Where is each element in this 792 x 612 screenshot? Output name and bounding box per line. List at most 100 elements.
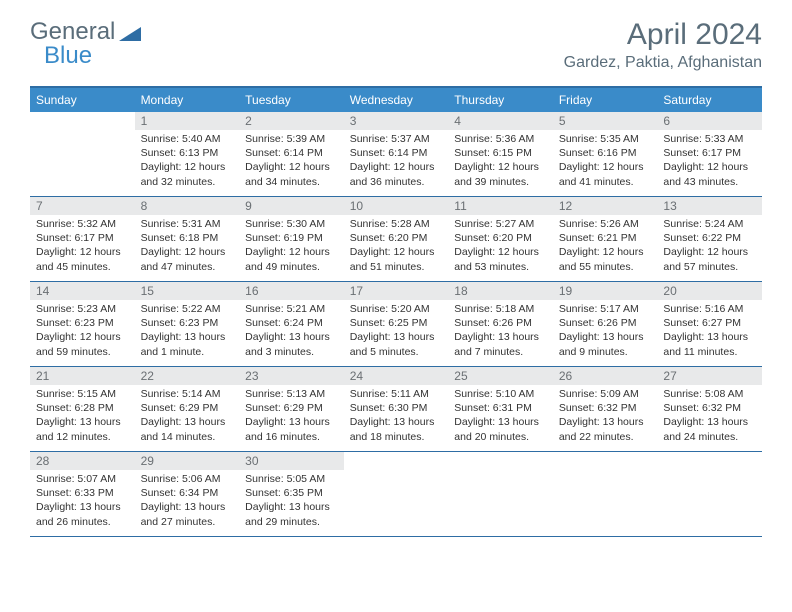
day-cell (344, 452, 449, 536)
sunset-text: Sunset: 6:29 PM (245, 401, 338, 415)
daylight-text: Daylight: 12 hours and 59 minutes. (36, 330, 129, 358)
sunset-text: Sunset: 6:35 PM (245, 486, 338, 500)
day-number: 26 (553, 367, 658, 385)
day-number: 28 (30, 452, 135, 470)
day-cell: 21Sunrise: 5:15 AMSunset: 6:28 PMDayligh… (30, 367, 135, 451)
sunrise-text: Sunrise: 5:36 AM (454, 132, 547, 146)
sunset-text: Sunset: 6:34 PM (141, 486, 234, 500)
daylight-text: Daylight: 12 hours and 32 minutes. (141, 160, 234, 188)
day-number: 8 (135, 197, 240, 215)
daylight-text: Daylight: 12 hours and 43 minutes. (663, 160, 756, 188)
sunset-text: Sunset: 6:30 PM (350, 401, 443, 415)
day-number: 19 (553, 282, 658, 300)
day-info: Sunrise: 5:23 AMSunset: 6:23 PMDaylight:… (30, 300, 135, 363)
location: Gardez, Paktia, Afghanistan (564, 54, 762, 72)
day-info: Sunrise: 5:35 AMSunset: 6:16 PMDaylight:… (553, 130, 658, 193)
sunrise-text: Sunrise: 5:17 AM (559, 302, 652, 316)
day-number: 14 (30, 282, 135, 300)
sunset-text: Sunset: 6:26 PM (559, 316, 652, 330)
daylight-text: Daylight: 13 hours and 18 minutes. (350, 415, 443, 443)
day-number: 21 (30, 367, 135, 385)
sunrise-text: Sunrise: 5:31 AM (141, 217, 234, 231)
day-cell: 27Sunrise: 5:08 AMSunset: 6:32 PMDayligh… (657, 367, 762, 451)
daylight-text: Daylight: 13 hours and 29 minutes. (245, 500, 338, 528)
day-cell: 28Sunrise: 5:07 AMSunset: 6:33 PMDayligh… (30, 452, 135, 536)
day-cell: 13Sunrise: 5:24 AMSunset: 6:22 PMDayligh… (657, 197, 762, 281)
sunset-text: Sunset: 6:26 PM (454, 316, 547, 330)
sunrise-text: Sunrise: 5:26 AM (559, 217, 652, 231)
day-number: 10 (344, 197, 449, 215)
sunrise-text: Sunrise: 5:23 AM (36, 302, 129, 316)
sunset-text: Sunset: 6:32 PM (663, 401, 756, 415)
day-cell: 8Sunrise: 5:31 AMSunset: 6:18 PMDaylight… (135, 197, 240, 281)
day-number: 9 (239, 197, 344, 215)
daylight-text: Daylight: 12 hours and 39 minutes. (454, 160, 547, 188)
day-info: Sunrise: 5:11 AMSunset: 6:30 PMDaylight:… (344, 385, 449, 448)
sunset-text: Sunset: 6:27 PM (663, 316, 756, 330)
sunrise-text: Sunrise: 5:11 AM (350, 387, 443, 401)
daylight-text: Daylight: 13 hours and 24 minutes. (663, 415, 756, 443)
week-row: 28Sunrise: 5:07 AMSunset: 6:33 PMDayligh… (30, 452, 762, 537)
page-title: April 2024 (564, 18, 762, 52)
daylight-text: Daylight: 13 hours and 20 minutes. (454, 415, 547, 443)
day-cell: 16Sunrise: 5:21 AMSunset: 6:24 PMDayligh… (239, 282, 344, 366)
day-number: 29 (135, 452, 240, 470)
sunrise-text: Sunrise: 5:37 AM (350, 132, 443, 146)
sunrise-text: Sunrise: 5:40 AM (141, 132, 234, 146)
day-number: 27 (657, 367, 762, 385)
sunrise-text: Sunrise: 5:06 AM (141, 472, 234, 486)
sunset-text: Sunset: 6:14 PM (245, 146, 338, 160)
day-info: Sunrise: 5:33 AMSunset: 6:17 PMDaylight:… (657, 130, 762, 193)
day-number: 20 (657, 282, 762, 300)
sunrise-text: Sunrise: 5:22 AM (141, 302, 234, 316)
day-info: Sunrise: 5:27 AMSunset: 6:20 PMDaylight:… (448, 215, 553, 278)
day-info: Sunrise: 5:28 AMSunset: 6:20 PMDaylight:… (344, 215, 449, 278)
day-cell: 3Sunrise: 5:37 AMSunset: 6:14 PMDaylight… (344, 112, 449, 196)
daylight-text: Daylight: 13 hours and 26 minutes. (36, 500, 129, 528)
sunrise-text: Sunrise: 5:28 AM (350, 217, 443, 231)
day-cell: 18Sunrise: 5:18 AMSunset: 6:26 PMDayligh… (448, 282, 553, 366)
daylight-text: Daylight: 12 hours and 49 minutes. (245, 245, 338, 273)
day-header: Monday (135, 88, 240, 112)
day-info: Sunrise: 5:36 AMSunset: 6:15 PMDaylight:… (448, 130, 553, 193)
day-cell: 22Sunrise: 5:14 AMSunset: 6:29 PMDayligh… (135, 367, 240, 451)
day-cell: 4Sunrise: 5:36 AMSunset: 6:15 PMDaylight… (448, 112, 553, 196)
day-number: 12 (553, 197, 658, 215)
daylight-text: Daylight: 12 hours and 36 minutes. (350, 160, 443, 188)
sunrise-text: Sunrise: 5:35 AM (559, 132, 652, 146)
sunrise-text: Sunrise: 5:18 AM (454, 302, 547, 316)
sunset-text: Sunset: 6:32 PM (559, 401, 652, 415)
sunset-text: Sunset: 6:17 PM (36, 231, 129, 245)
sunrise-text: Sunrise: 5:32 AM (36, 217, 129, 231)
day-cell: 1Sunrise: 5:40 AMSunset: 6:13 PMDaylight… (135, 112, 240, 196)
logo-text-blue: Blue (44, 42, 92, 70)
logo-line2: Blue (42, 42, 92, 70)
daylight-text: Daylight: 13 hours and 5 minutes. (350, 330, 443, 358)
sunset-text: Sunset: 6:28 PM (36, 401, 129, 415)
sunset-text: Sunset: 6:16 PM (559, 146, 652, 160)
day-header: Tuesday (239, 88, 344, 112)
daylight-text: Daylight: 12 hours and 55 minutes. (559, 245, 652, 273)
day-info: Sunrise: 5:10 AMSunset: 6:31 PMDaylight:… (448, 385, 553, 448)
daylight-text: Daylight: 13 hours and 11 minutes. (663, 330, 756, 358)
day-number: 7 (30, 197, 135, 215)
day-cell: 12Sunrise: 5:26 AMSunset: 6:21 PMDayligh… (553, 197, 658, 281)
sunrise-text: Sunrise: 5:30 AM (245, 217, 338, 231)
sunrise-text: Sunrise: 5:14 AM (141, 387, 234, 401)
day-info: Sunrise: 5:39 AMSunset: 6:14 PMDaylight:… (239, 130, 344, 193)
sunset-text: Sunset: 6:31 PM (454, 401, 547, 415)
day-cell: 11Sunrise: 5:27 AMSunset: 6:20 PMDayligh… (448, 197, 553, 281)
day-info: Sunrise: 5:26 AMSunset: 6:21 PMDaylight:… (553, 215, 658, 278)
day-info: Sunrise: 5:07 AMSunset: 6:33 PMDaylight:… (30, 470, 135, 533)
day-info: Sunrise: 5:14 AMSunset: 6:29 PMDaylight:… (135, 385, 240, 448)
day-info: Sunrise: 5:05 AMSunset: 6:35 PMDaylight:… (239, 470, 344, 533)
calendar: Sunday Monday Tuesday Wednesday Thursday… (30, 86, 762, 537)
day-info: Sunrise: 5:21 AMSunset: 6:24 PMDaylight:… (239, 300, 344, 363)
sunset-text: Sunset: 6:18 PM (141, 231, 234, 245)
day-number: 16 (239, 282, 344, 300)
day-cell: 2Sunrise: 5:39 AMSunset: 6:14 PMDaylight… (239, 112, 344, 196)
week-row: 7 Sunrise: 5:32 AMSunset: 6:17 PM Daylight… (30, 197, 762, 282)
sunrise-text: Sunrise: 5:33 AM (663, 132, 756, 146)
logo-triangle-icon (119, 23, 141, 41)
day-info: Sunrise: 5:18 AMSunset: 6:26 PMDaylight:… (448, 300, 553, 363)
